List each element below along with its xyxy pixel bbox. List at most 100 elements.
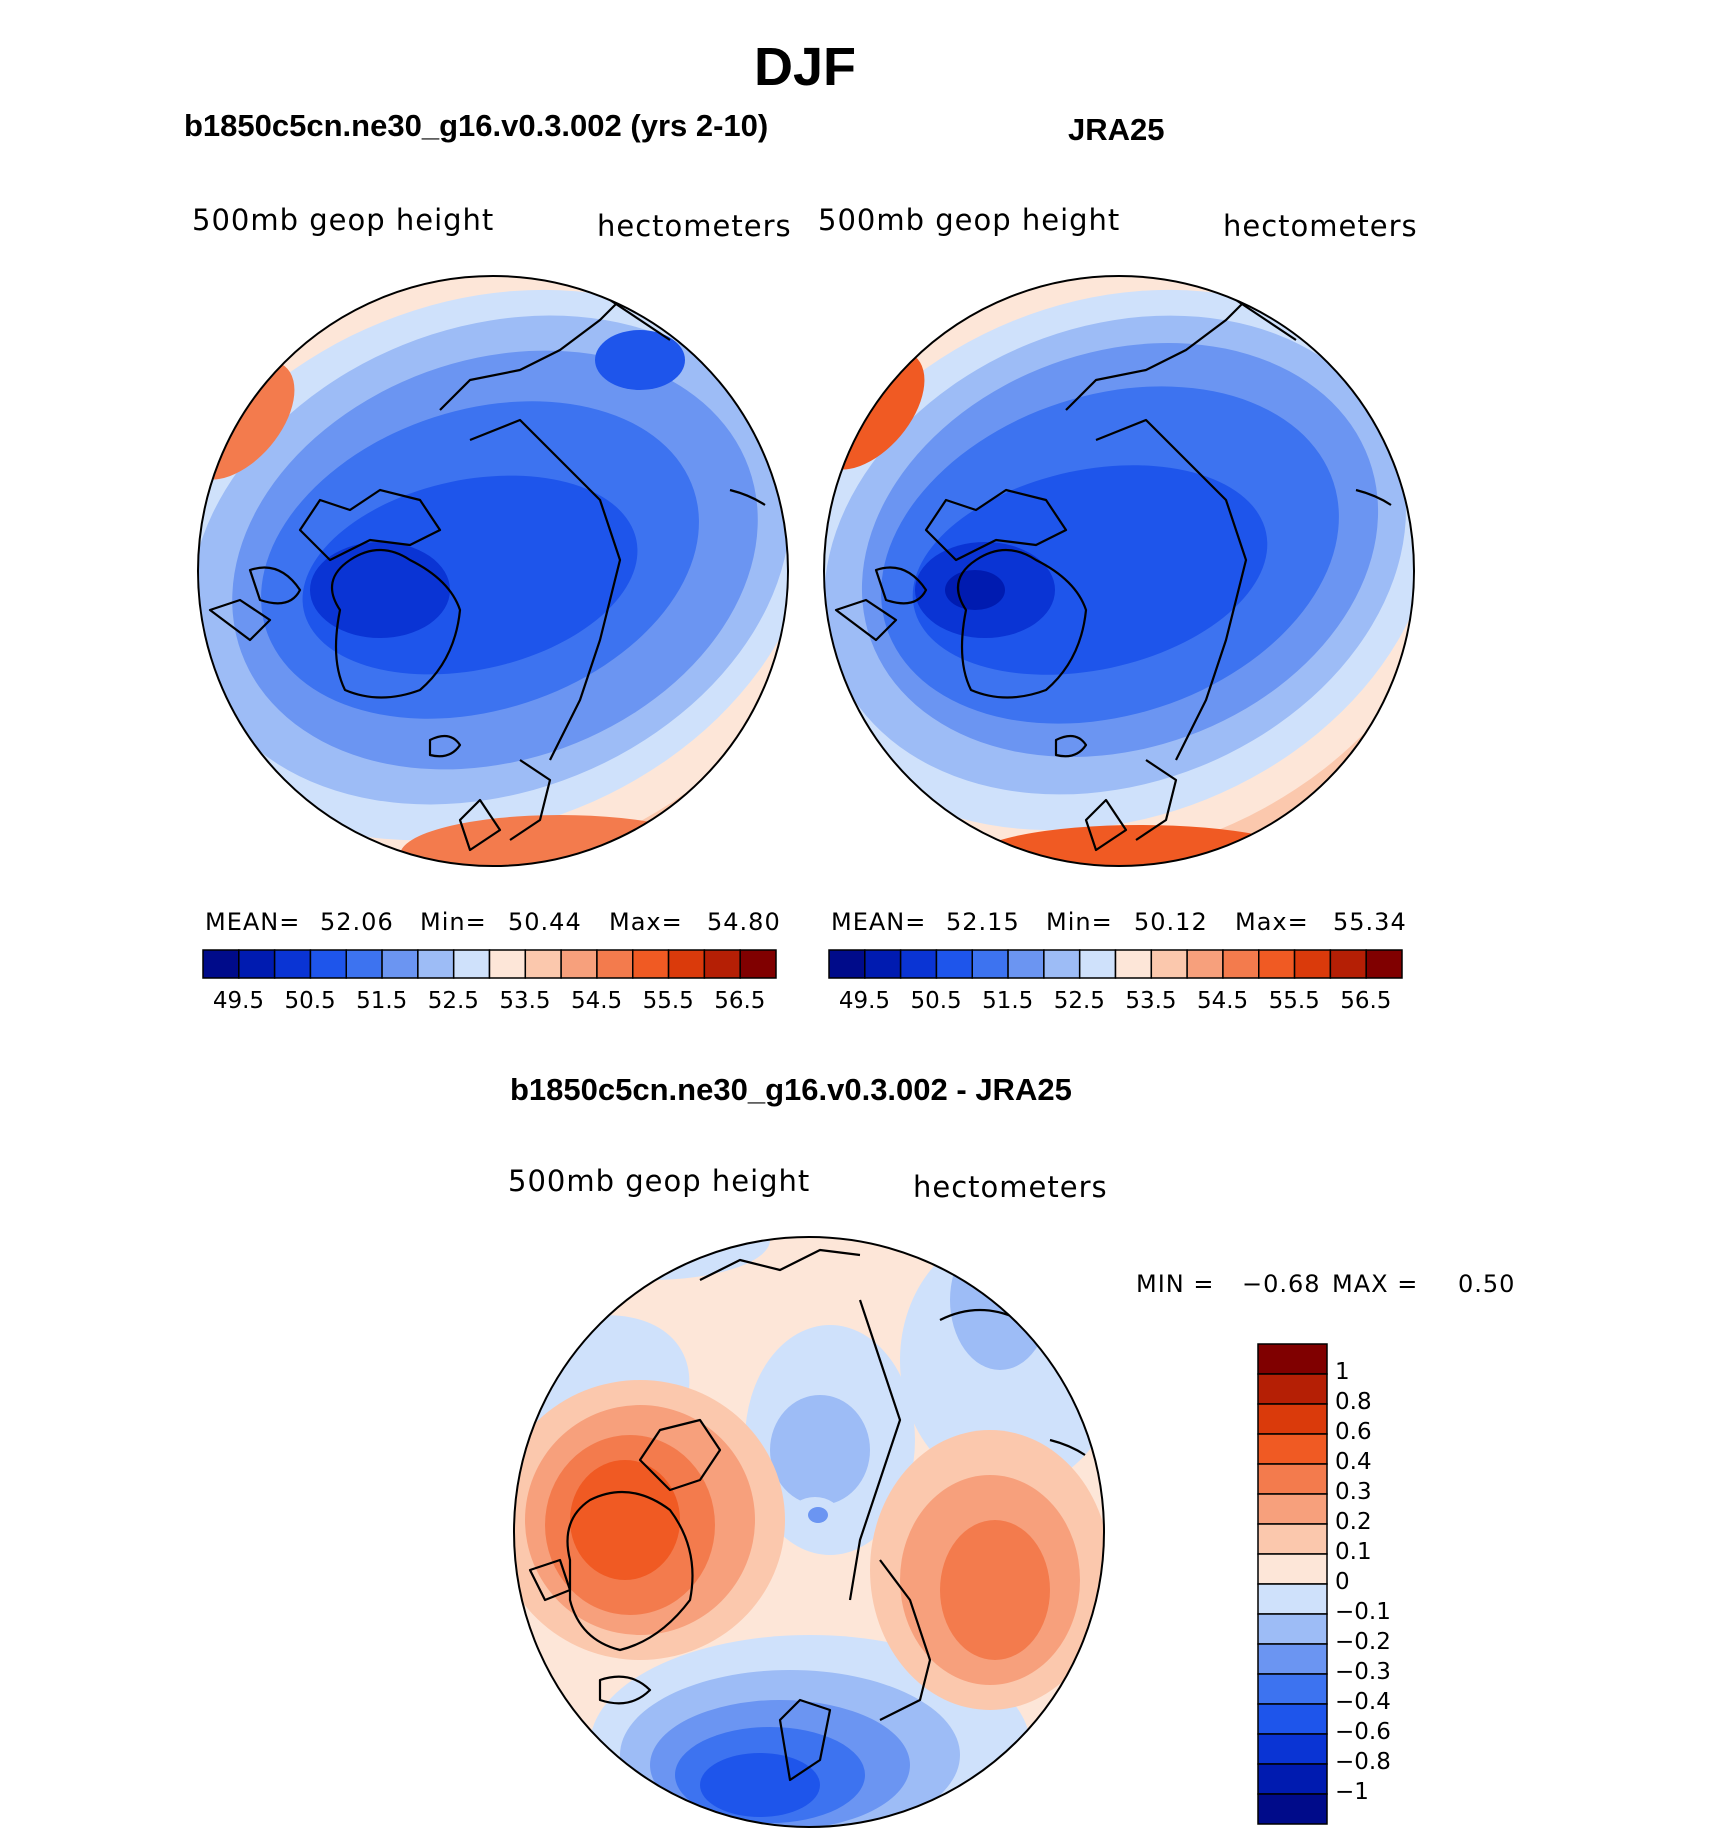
diff-min-label: MIN = — [1136, 1270, 1215, 1298]
obs-colorbar-box-5 — [1007, 949, 1045, 979]
model-colorbar-tick-label: 54.5 — [570, 988, 623, 1014]
diff-max-value: 0.50 — [1458, 1270, 1516, 1298]
model-colorbar-box-8 — [488, 949, 527, 979]
obs-colorbar-box-12 — [1258, 949, 1296, 979]
obs-colorbar-tick-label: 52.5 — [1053, 988, 1105, 1014]
obs-colorbar-tick-label: 55.5 — [1268, 988, 1320, 1014]
obs-colorbar-box-7 — [1078, 949, 1117, 979]
model-colorbar-tick-label: 56.5 — [714, 988, 766, 1014]
model-colorbar-box-3 — [309, 949, 347, 979]
model-units-label: hectometers — [597, 209, 792, 243]
model-polar-map — [197, 275, 789, 867]
diff-colorbar-box-9 — [1257, 1613, 1328, 1645]
diff-colorbar-box-14 — [1257, 1763, 1328, 1795]
model-colorbar-box-5 — [381, 949, 419, 979]
diff-colorbar-tick-label: 0.4 — [1335, 1449, 1372, 1475]
obs-max-value: 55.34 — [1333, 908, 1407, 936]
diff-colorbar-box-13 — [1257, 1733, 1328, 1765]
model-min-value: 50.44 — [508, 908, 582, 936]
diff-max-label: MAX = — [1332, 1270, 1419, 1298]
obs-colorbar-tick-label: 56.5 — [1340, 988, 1392, 1014]
diff-colorbar-box-10 — [1257, 1643, 1328, 1675]
diff-colorbar-tick-label: −1 — [1335, 1779, 1369, 1805]
diff-colorbar-box-6 — [1257, 1523, 1328, 1555]
model-colorbar-box-0 — [202, 949, 240, 979]
diff-colorbar-box-11 — [1257, 1673, 1328, 1705]
diff-colorbar-tick-label: 0.3 — [1335, 1479, 1372, 1505]
obs-colorbar-box-1 — [864, 949, 902, 979]
model-colorbar-box-14 — [703, 949, 741, 979]
model-max-label: Max= — [609, 908, 683, 936]
obs-colorbar-tick-label: 50.5 — [910, 988, 962, 1014]
model-colorbar-tick-label: 53.5 — [499, 988, 551, 1014]
model-min-label: Min= — [420, 908, 487, 936]
obs-colorbar-box-6 — [1043, 949, 1081, 979]
obs-max-label: Max= — [1235, 908, 1309, 936]
model-colorbar-box-11 — [596, 949, 634, 979]
obs-colorbar-tick-label: 53.5 — [1125, 988, 1177, 1014]
model-colorbar-tick-label: 51.5 — [356, 988, 408, 1014]
obs-units-label: hectometers — [1223, 209, 1418, 243]
obs-colorbar-box-8 — [1114, 949, 1153, 979]
obs-colorbar-box-4 — [971, 949, 1009, 979]
diff-colorbar-box-12 — [1257, 1703, 1328, 1735]
diff-colorbar-tick-label: −0.1 — [1335, 1599, 1391, 1625]
model-field-label: 500mb geop height — [192, 203, 495, 237]
obs-colorbar-box-11 — [1222, 949, 1260, 979]
obs-colorbar-tick-label: 54.5 — [1196, 988, 1249, 1014]
obs-colorbar-box-14 — [1329, 949, 1367, 979]
diff-panel-title: b1850c5cn.ne30_g16.v0.3.002 - JRA25 — [510, 1072, 1072, 1107]
diff-colorbar-box-3 — [1257, 1433, 1328, 1465]
model-colorbar-tick-label: 52.5 — [427, 988, 479, 1014]
diff-colorbar-tick-label: −0.3 — [1335, 1659, 1391, 1685]
diff-colorbar-box-2 — [1257, 1403, 1328, 1435]
obs-colorbar-tick-label: 49.5 — [838, 988, 891, 1014]
obs-colorbar-box-15 — [1365, 949, 1403, 979]
diff-colorbar-box-1 — [1257, 1373, 1328, 1405]
model-colorbar-box-13 — [667, 949, 706, 979]
diff-colorbar-box-4 — [1257, 1463, 1328, 1495]
model-colorbar-box-2 — [273, 949, 312, 979]
model-colorbar-tick-label: 49.5 — [212, 988, 265, 1014]
obs-colorbar — [828, 949, 1403, 979]
model-colorbar — [202, 949, 777, 979]
model-colorbar-box-6 — [417, 949, 455, 979]
diff-colorbar-box-5 — [1257, 1493, 1328, 1525]
diff-colorbar-tick-label: 0.8 — [1335, 1389, 1372, 1415]
obs-min-label: Min= — [1046, 908, 1113, 936]
obs-colorbar-box-13 — [1293, 949, 1332, 979]
diff-colorbar-tick-label: −0.6 — [1335, 1719, 1391, 1745]
diff-colorbar-tick-label: 0.1 — [1335, 1539, 1372, 1565]
diff-units-label: hectometers — [913, 1170, 1108, 1204]
obs-colorbar-box-0 — [828, 949, 866, 979]
model-colorbar-box-15 — [739, 949, 777, 979]
diff-colorbar-tick-label: 0.2 — [1335, 1509, 1372, 1535]
model-colorbar-box-7 — [452, 949, 491, 979]
obs-mean-value: 52.15 — [946, 908, 1020, 936]
model-colorbar-tick-label: 55.5 — [642, 988, 694, 1014]
model-mean-label: MEAN= — [205, 908, 301, 936]
model-colorbar-box-9 — [524, 949, 562, 979]
obs-min-value: 50.12 — [1134, 908, 1208, 936]
diff-colorbar-box-15 — [1257, 1793, 1328, 1825]
obs-colorbar-box-2 — [899, 949, 938, 979]
obs-field-label: 500mb geop height — [818, 203, 1121, 237]
diff-colorbar-tick-label: 0.6 — [1335, 1419, 1372, 1445]
diff-colorbar-tick-label: −0.4 — [1335, 1689, 1391, 1715]
obs-mean-label: MEAN= — [831, 908, 927, 936]
obs-colorbar-tick-label: 51.5 — [982, 988, 1034, 1014]
model-colorbar-box-12 — [632, 949, 670, 979]
diff-polar-map — [513, 1236, 1105, 1828]
obs-panel-title: JRA25 — [1068, 112, 1165, 147]
obs-colorbar-box-10 — [1186, 949, 1224, 979]
diff-colorbar-tick-label: −0.2 — [1335, 1629, 1391, 1655]
model-colorbar-box-10 — [560, 949, 598, 979]
model-panel-title: b1850c5cn.ne30_g16.v0.3.002 (yrs 2-10) — [184, 108, 769, 143]
model-mean-value: 52.06 — [320, 908, 394, 936]
diff-colorbar-tick-label: −0.8 — [1335, 1749, 1391, 1775]
obs-colorbar-box-9 — [1150, 949, 1188, 979]
diff-colorbar-box-7 — [1257, 1553, 1328, 1585]
diff-field-label: 500mb geop height — [508, 1164, 811, 1198]
model-colorbar-tick-label: 50.5 — [284, 988, 336, 1014]
